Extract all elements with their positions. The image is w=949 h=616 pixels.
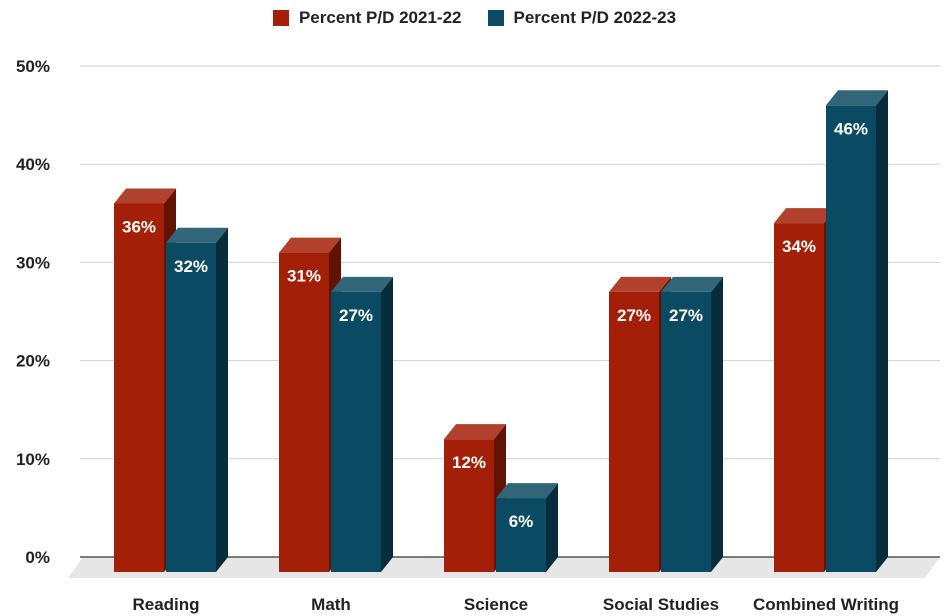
bar-front xyxy=(774,223,824,572)
data-label: 34% xyxy=(782,237,816,256)
data-label: 27% xyxy=(617,306,651,325)
bar-2-combined-writing xyxy=(826,90,888,572)
bar-front xyxy=(279,252,329,572)
legend-label-series-2: Percent P/D 2022-23 xyxy=(513,8,677,27)
x-tick-label: Math xyxy=(311,595,351,614)
data-label: 31% xyxy=(287,267,321,286)
bar-top xyxy=(444,424,506,440)
data-label: 27% xyxy=(339,306,373,325)
bar-side xyxy=(381,276,393,572)
bar-top xyxy=(661,276,723,292)
bar-front xyxy=(661,291,711,572)
bar-2-math xyxy=(331,276,393,572)
y-tick-label: 30% xyxy=(16,253,50,272)
bar-front xyxy=(609,291,659,572)
legend: Percent P/D 2021-22 Percent P/D 2022-23 xyxy=(0,6,949,30)
bar-side xyxy=(216,227,228,572)
bar-side xyxy=(546,483,558,572)
bar-top xyxy=(331,276,393,292)
bar-side xyxy=(711,276,723,572)
x-tick-label: Reading xyxy=(132,595,199,614)
x-tick-label: Science xyxy=(464,595,528,614)
bar-2-social-studies xyxy=(661,276,723,572)
y-tick-label: 50% xyxy=(16,57,50,76)
bar-top xyxy=(826,90,888,106)
legend-swatch-series-1 xyxy=(272,10,289,26)
data-label: 27% xyxy=(669,306,703,325)
data-label: 46% xyxy=(834,119,868,138)
bar-front xyxy=(826,105,876,572)
bar-top xyxy=(279,237,341,253)
bar-side xyxy=(876,90,888,572)
data-label: 36% xyxy=(122,217,156,236)
y-tick-label: 20% xyxy=(16,352,50,371)
legend-item-series-2: Percent P/D 2022-23 xyxy=(487,8,677,28)
bar-2-science xyxy=(496,483,558,572)
y-tick-label: 10% xyxy=(16,450,50,469)
data-label: 6% xyxy=(509,512,534,531)
x-tick-label: Social Studies xyxy=(603,595,719,614)
bar-top xyxy=(166,227,228,243)
bar-front xyxy=(166,242,216,572)
bar-top xyxy=(774,208,836,224)
y-tick-label: 0% xyxy=(25,548,50,567)
bar-top xyxy=(496,483,558,499)
bar-2-reading xyxy=(166,227,228,572)
bar-front xyxy=(331,291,381,572)
legend-item-series-1: Percent P/D 2021-22 xyxy=(272,8,462,28)
x-tick-label: Combined Writing xyxy=(753,595,899,614)
y-tick-label: 40% xyxy=(16,155,50,174)
bar-front xyxy=(496,498,546,572)
data-label: 12% xyxy=(452,453,486,472)
bar-front xyxy=(114,203,164,573)
bar-front xyxy=(444,439,494,572)
bar-top xyxy=(609,276,671,292)
bar-top xyxy=(114,188,176,204)
legend-label-series-1: Percent P/D 2021-22 xyxy=(298,8,462,27)
legend-swatch-series-2 xyxy=(487,10,504,26)
data-label: 32% xyxy=(174,257,208,276)
